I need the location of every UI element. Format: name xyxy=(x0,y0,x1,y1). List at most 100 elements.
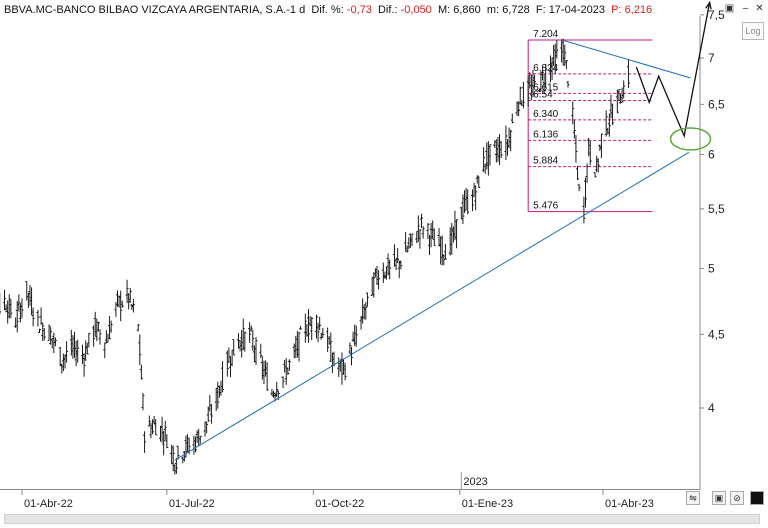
price-bar xyxy=(141,392,145,411)
price-bar xyxy=(475,175,479,184)
price-bar xyxy=(377,270,381,290)
fill-color-icon[interactable] xyxy=(750,491,764,505)
price-bar xyxy=(138,334,142,366)
price-bar xyxy=(482,147,486,172)
y-tick-label: 6 xyxy=(708,147,715,161)
price-bar xyxy=(329,332,333,362)
price-bar xyxy=(509,129,513,152)
close-icon[interactable]: ✕ xyxy=(755,3,764,14)
restore-icon[interactable]: ▣ xyxy=(724,3,735,14)
price-bar xyxy=(349,346,353,366)
price-bar xyxy=(611,103,615,126)
minimize-icon[interactable]: – xyxy=(742,3,749,14)
fib-level-label: 5.884 xyxy=(533,156,558,167)
price-bar xyxy=(31,307,35,327)
price-bar xyxy=(154,418,158,436)
price-bar xyxy=(41,322,45,342)
price-bar xyxy=(563,44,567,66)
price-bar xyxy=(198,435,202,444)
price-bar xyxy=(405,245,409,253)
price-bar xyxy=(299,325,303,330)
price-bar xyxy=(2,289,6,311)
price-bar xyxy=(533,74,537,88)
price-bar xyxy=(582,196,586,224)
price-bar xyxy=(303,313,307,343)
price-bar xyxy=(321,327,325,338)
price-bar xyxy=(206,406,210,422)
price-bar xyxy=(85,343,89,355)
highlight-ellipse[interactable] xyxy=(669,127,712,151)
price-bar xyxy=(87,332,91,348)
price-bar xyxy=(254,337,258,365)
price-bar xyxy=(343,362,347,381)
price-bar xyxy=(416,215,420,242)
y-tick-label: 4,5 xyxy=(708,327,725,341)
log-scale-toggle[interactable]: Log xyxy=(742,22,764,40)
price-bar xyxy=(17,294,21,312)
price-bar xyxy=(176,445,180,460)
price-bar xyxy=(432,228,436,247)
price-value: 6,216 xyxy=(624,4,653,16)
x-tick-label: 01-Abr-22 xyxy=(24,498,73,510)
price-bar xyxy=(421,226,425,239)
price-bar xyxy=(420,213,424,229)
zoom-icon[interactable]: ⇋ xyxy=(686,491,700,505)
target-ellipse xyxy=(669,127,712,151)
price-bar xyxy=(571,101,575,125)
price-bar xyxy=(139,364,143,380)
price-bar xyxy=(410,233,414,247)
price-bar xyxy=(38,328,42,333)
price-bar xyxy=(243,331,247,352)
chart-header: BBVA.MC - BANCO BILBAO VIZCAYA ARGENTARI… xyxy=(4,2,652,18)
price-bar xyxy=(418,229,422,249)
price-bar xyxy=(15,300,19,333)
price-bar xyxy=(297,331,301,362)
projection-arrowhead xyxy=(705,0,712,10)
price-bar xyxy=(615,89,619,114)
price-bar xyxy=(249,325,253,332)
price-bar xyxy=(577,183,581,192)
y-tick-label: 4 xyxy=(708,401,715,415)
x-tick-label: 01-Oct-22 xyxy=(315,498,364,510)
timeframe: 1 d xyxy=(289,4,306,16)
projection-path[interactable] xyxy=(635,0,712,139)
trendline-resistance xyxy=(563,39,691,79)
price-bar xyxy=(399,260,403,270)
cancel-icon[interactable]: ⊘ xyxy=(730,491,744,505)
x-tick-label: 01-Ene-23 xyxy=(462,498,513,510)
price-bar xyxy=(566,80,570,88)
price-bar xyxy=(221,361,225,393)
price-bar xyxy=(92,325,96,347)
horizontal-scrollbar[interactable] xyxy=(4,514,760,524)
price-bar xyxy=(466,189,470,215)
price-bars xyxy=(0,38,630,475)
price-bar xyxy=(205,421,209,434)
y-tick-label: 5,5 xyxy=(708,202,725,216)
projection-line xyxy=(635,2,711,139)
price-bar xyxy=(348,342,352,354)
dif-pct-label: Dif. %: xyxy=(311,4,344,16)
price-bar xyxy=(426,222,430,240)
y-tick-label: 7,5 xyxy=(708,8,725,22)
dif-value: -0,050 xyxy=(400,4,432,16)
price-bar xyxy=(455,219,459,249)
price-bar xyxy=(364,302,368,320)
price-bar xyxy=(131,298,135,313)
price-bar xyxy=(316,322,320,343)
price-bar xyxy=(42,328,46,341)
save-icon[interactable]: ▣ xyxy=(712,491,726,505)
price-bar xyxy=(518,86,522,105)
price-bar xyxy=(461,194,465,224)
trendline-support xyxy=(174,151,690,461)
price-bar xyxy=(125,279,129,304)
fib-level-label: 7.204 xyxy=(533,29,558,40)
price-bar xyxy=(36,309,40,327)
low-label: m: xyxy=(486,4,500,16)
trendlines[interactable] xyxy=(174,39,691,461)
price-bar xyxy=(286,367,290,375)
price-bar xyxy=(415,231,419,243)
price-bar xyxy=(171,445,175,472)
y-tick-label: 6,5 xyxy=(708,97,725,111)
price-bar xyxy=(310,316,314,341)
